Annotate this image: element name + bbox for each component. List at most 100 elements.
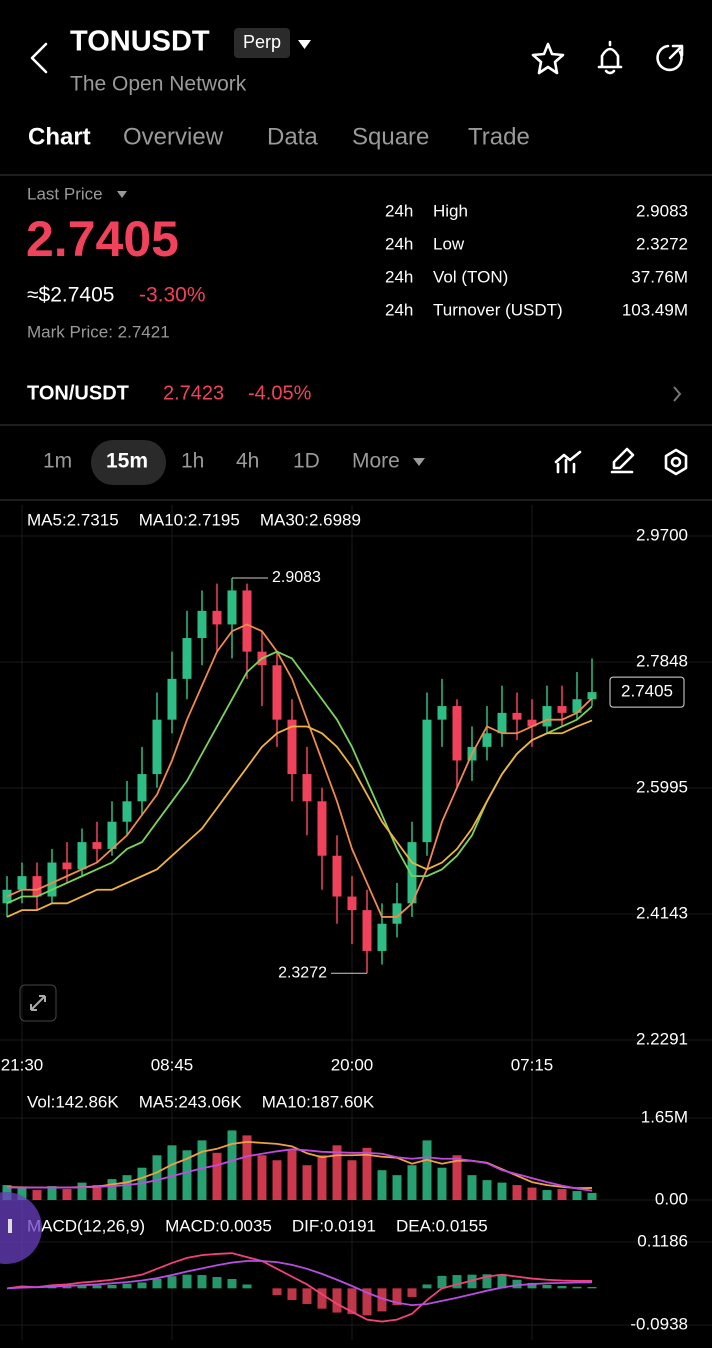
y-tick-label: 2.5995 <box>636 778 688 797</box>
dropdown-arrow <box>117 191 127 198</box>
macd-bar <box>242 1284 252 1289</box>
expand-button[interactable] <box>19 984 57 1022</box>
alert-icon[interactable] <box>597 40 623 75</box>
candle-body <box>482 733 492 747</box>
stats: 24h High 2.9083 24h Low 2.3272 24h Vol (TON) 37.… <box>385 201 688 319</box>
macd-bar <box>362 1288 372 1316</box>
macd-bar <box>512 1279 522 1289</box>
volume-bar <box>407 1165 417 1200</box>
volume-bar <box>452 1155 462 1200</box>
candle-body <box>242 590 252 652</box>
tab[interactable]: Overview <box>123 123 224 150</box>
candle-body <box>452 706 462 761</box>
volume-bar <box>347 1160 357 1200</box>
candle-body <box>557 706 567 713</box>
macd-bar <box>437 1275 447 1289</box>
candle-body <box>32 876 42 897</box>
candle-body <box>287 719 297 775</box>
stat-value: 2.9083 <box>636 201 688 220</box>
tab[interactable]: Data <box>267 123 318 150</box>
candle-body <box>512 712 522 720</box>
back-button[interactable] <box>30 42 48 74</box>
interval-active[interactable]: 15m <box>106 450 148 473</box>
volume-bar <box>482 1180 492 1200</box>
price-tag: 2.7405 <box>621 682 673 701</box>
macd-bar <box>137 1282 147 1289</box>
volume-bar <box>107 1179 117 1200</box>
candle-body <box>362 910 372 951</box>
interval-more[interactable]: More <box>352 450 400 473</box>
stat-value: 37.76M <box>631 267 688 286</box>
settings-icon[interactable] <box>664 448 688 476</box>
volume-bar <box>542 1190 552 1200</box>
volume-bar <box>62 1189 72 1200</box>
macd-bar <box>227 1278 237 1289</box>
volume-bar <box>197 1140 207 1200</box>
interval[interactable]: 1D <box>293 450 320 473</box>
legend-entry: MA30:2.6989 <box>260 510 361 529</box>
interval-pill <box>91 440 166 485</box>
legend-entry: Vol:142.86K <box>27 1092 119 1111</box>
draw-icon[interactable] <box>610 447 635 474</box>
chevron[interactable] <box>673 386 682 402</box>
volume-bar <box>257 1155 267 1200</box>
candle-body <box>407 842 417 904</box>
tab[interactable]: Square <box>352 123 429 150</box>
legend-entry: DEA:0.0155 <box>396 1216 488 1235</box>
candle-body <box>497 712 507 734</box>
macd-bar <box>92 1285 102 1289</box>
stat-label: Low <box>433 234 465 253</box>
floating-button[interactable] <box>0 1192 42 1264</box>
change: -3.30% <box>139 284 206 307</box>
tab-active[interactable]: Chart <box>28 123 91 150</box>
volume-bar <box>362 1147 372 1200</box>
candle-body <box>437 706 447 720</box>
volume-bar <box>77 1182 87 1200</box>
y-tick-label: 2.9700 <box>636 525 688 544</box>
macd-bar <box>197 1275 207 1289</box>
macd-bar <box>212 1277 222 1289</box>
macd-bar <box>422 1284 432 1289</box>
candle-body <box>392 903 402 924</box>
symbol: TONUSDT <box>70 26 210 58</box>
y-tick-label: 1.65M <box>641 1107 688 1126</box>
indicator-icon[interactable] <box>554 450 582 474</box>
tab[interactable]: Trade <box>468 123 530 150</box>
ma-line <box>6 1252 593 1323</box>
volume-bar <box>92 1185 102 1200</box>
legend-entry: MA5:243.06K <box>139 1092 243 1111</box>
macd-bar <box>107 1284 117 1289</box>
candle-body <box>422 719 432 843</box>
spot-pair[interactable]: TON/USDT <box>27 382 129 404</box>
volume-bar <box>182 1150 192 1200</box>
candle-body <box>347 896 357 911</box>
candle-body <box>272 665 282 720</box>
charts: 2.9700 2.7848 2.5995 2.4143 2.2291 21:30 08:45… <box>0 505 712 1340</box>
dropdown-arrow[interactable] <box>298 40 311 49</box>
last-price-label[interactable]: Last Price <box>27 184 103 203</box>
interval[interactable]: 1h <box>181 450 204 473</box>
y-tick-label: -0.0938 <box>630 1314 688 1333</box>
stat-value: 2.3272 <box>636 234 688 253</box>
stat-period: 24h <box>385 234 413 253</box>
macd-bar <box>272 1288 282 1295</box>
volume-bar <box>467 1175 477 1200</box>
candle-body <box>197 610 207 639</box>
interval[interactable]: 1m <box>43 450 72 473</box>
macd-bar <box>302 1288 312 1304</box>
favorite-icon[interactable] <box>531 42 565 75</box>
legend-entry: MACD(12,26,9) <box>27 1216 145 1235</box>
legend-entry: MA10:187.60K <box>262 1092 375 1111</box>
badge[interactable]: Perp <box>243 32 281 52</box>
volume-bar <box>437 1167 447 1200</box>
macd-bar <box>392 1288 402 1306</box>
candle-body <box>377 923 387 951</box>
volume-bar <box>377 1170 387 1200</box>
share-icon[interactable] <box>656 44 684 72</box>
interval[interactable]: 4h <box>236 450 259 473</box>
macd-bar <box>347 1288 357 1315</box>
volume-bar <box>122 1175 132 1200</box>
macd-bar <box>587 1286 597 1289</box>
